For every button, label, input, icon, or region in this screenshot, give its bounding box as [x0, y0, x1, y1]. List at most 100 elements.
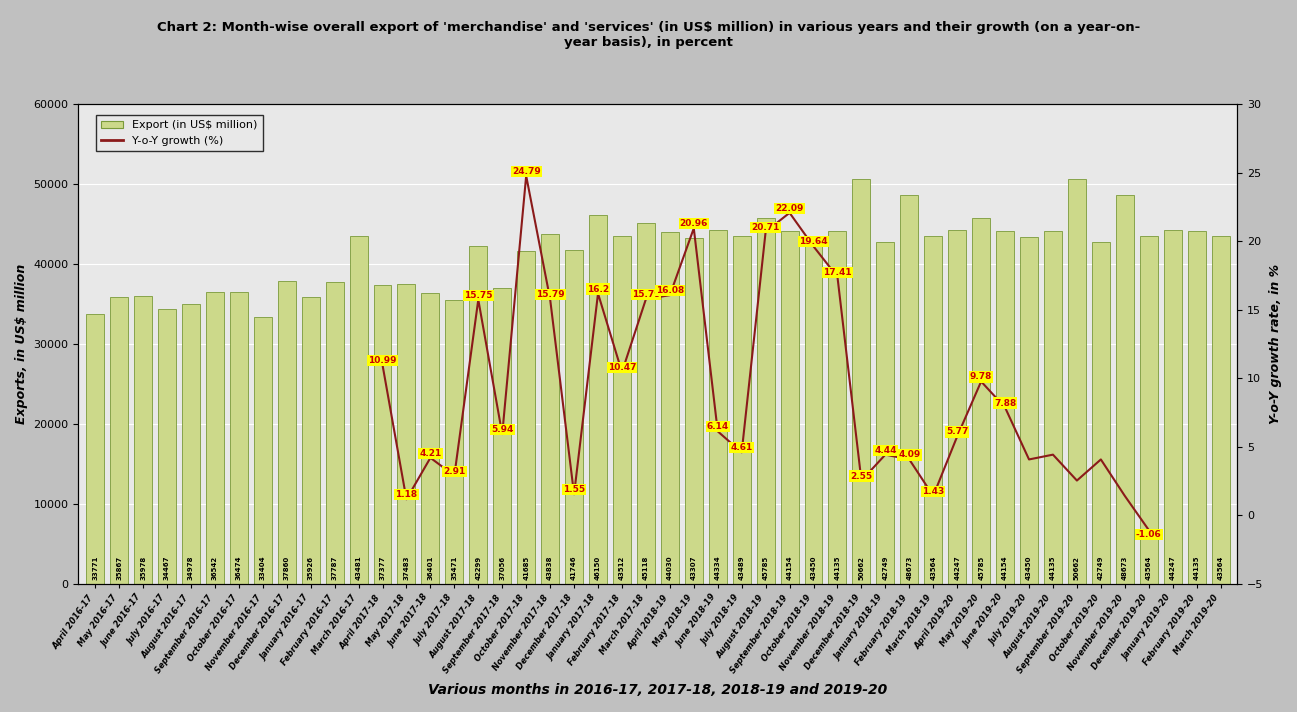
- Text: 45118: 45118: [643, 555, 648, 580]
- Bar: [781, 231, 799, 584]
- Text: 44247: 44247: [1170, 555, 1175, 580]
- Text: 35867: 35867: [117, 556, 122, 580]
- Text: 43481: 43481: [355, 555, 362, 580]
- Bar: [110, 298, 128, 584]
- Text: 37056: 37056: [499, 556, 506, 580]
- Bar: [422, 293, 440, 584]
- Bar: [1211, 236, 1230, 584]
- Bar: [1140, 236, 1158, 584]
- Bar: [1188, 231, 1206, 584]
- Text: 35471: 35471: [451, 555, 458, 580]
- Text: 4.61: 4.61: [730, 444, 752, 452]
- Text: 5.77: 5.77: [946, 427, 969, 436]
- Bar: [1067, 179, 1086, 584]
- Text: 22.09: 22.09: [776, 204, 804, 213]
- Text: 44030: 44030: [667, 555, 673, 580]
- Bar: [158, 308, 176, 584]
- Text: 43307: 43307: [691, 555, 696, 580]
- Text: 4.21: 4.21: [419, 449, 441, 458]
- Text: 43564: 43564: [1145, 555, 1152, 580]
- Text: 43564: 43564: [930, 555, 936, 580]
- Legend: Export (in US$ million), Y-o-Y growth (%): Export (in US$ million), Y-o-Y growth (%…: [96, 115, 263, 152]
- Text: 33771: 33771: [92, 555, 99, 580]
- Text: 36542: 36542: [211, 556, 218, 580]
- Bar: [685, 238, 703, 584]
- Text: 37377: 37377: [380, 555, 385, 580]
- Bar: [1163, 231, 1182, 584]
- Text: 43489: 43489: [739, 555, 744, 580]
- Bar: [804, 236, 822, 584]
- Text: 44247: 44247: [955, 555, 960, 580]
- Bar: [1092, 242, 1110, 584]
- Text: 10.47: 10.47: [608, 363, 637, 372]
- Text: 37860: 37860: [284, 556, 289, 580]
- Text: 46150: 46150: [595, 556, 601, 580]
- Bar: [877, 242, 895, 584]
- Text: 43838: 43838: [547, 555, 553, 580]
- Text: 1.18: 1.18: [396, 491, 418, 499]
- Text: 4.09: 4.09: [899, 451, 921, 459]
- Bar: [996, 231, 1014, 584]
- Text: 43512: 43512: [619, 556, 625, 580]
- Text: 50662: 50662: [859, 556, 864, 580]
- Text: 20.96: 20.96: [680, 219, 708, 229]
- Text: 24.79: 24.79: [512, 167, 541, 176]
- Text: Chart 2: Month-wise overall export of 'merchandise' and 'services' (in US$ milli: Chart 2: Month-wise overall export of 'm…: [157, 21, 1140, 49]
- Bar: [852, 179, 870, 584]
- Bar: [613, 236, 630, 584]
- Text: 45785: 45785: [763, 556, 769, 580]
- Bar: [230, 293, 248, 584]
- Text: 16.2: 16.2: [588, 285, 610, 293]
- Bar: [589, 215, 607, 584]
- Bar: [350, 236, 367, 584]
- Text: 16.08: 16.08: [656, 286, 684, 295]
- Text: 48673: 48673: [907, 555, 912, 580]
- Bar: [397, 284, 415, 584]
- Bar: [518, 251, 536, 584]
- Bar: [86, 314, 104, 584]
- Text: 41685: 41685: [523, 556, 529, 580]
- Bar: [1044, 231, 1062, 584]
- Y-axis label: Exports, in US$ million: Exports, in US$ million: [16, 264, 29, 424]
- Text: 37787: 37787: [332, 555, 337, 580]
- Bar: [829, 231, 847, 584]
- Text: 10.99: 10.99: [368, 356, 397, 365]
- Text: 44154: 44154: [1003, 555, 1008, 580]
- Text: 44135: 44135: [1051, 555, 1056, 580]
- Text: 15.79: 15.79: [632, 290, 660, 299]
- Text: 20.71: 20.71: [751, 223, 779, 231]
- Bar: [733, 236, 751, 584]
- Bar: [493, 288, 511, 584]
- Bar: [1019, 236, 1038, 584]
- Bar: [661, 232, 678, 584]
- Text: 34467: 34467: [163, 555, 170, 580]
- Bar: [708, 230, 726, 584]
- Text: 43564: 43564: [1218, 555, 1223, 580]
- Text: 35978: 35978: [140, 556, 147, 580]
- X-axis label: Various months in 2016-17, 2017-18, 2018-19 and 2019-20: Various months in 2016-17, 2017-18, 2018…: [428, 683, 887, 697]
- Text: 9.78: 9.78: [970, 372, 992, 382]
- Text: 44135: 44135: [1193, 555, 1200, 580]
- Bar: [182, 305, 200, 584]
- Text: 1.55: 1.55: [563, 486, 585, 494]
- Bar: [973, 218, 990, 584]
- Text: 17.41: 17.41: [824, 268, 852, 277]
- Text: 43450: 43450: [811, 555, 817, 580]
- Text: 7.88: 7.88: [994, 399, 1017, 407]
- Bar: [541, 234, 559, 584]
- Bar: [948, 231, 966, 584]
- Text: 35926: 35926: [307, 556, 314, 580]
- Text: 37483: 37483: [403, 555, 410, 580]
- Text: 48673: 48673: [1122, 555, 1128, 580]
- Text: 15.79: 15.79: [536, 290, 564, 299]
- Bar: [756, 218, 774, 584]
- Bar: [254, 317, 272, 584]
- Text: 36401: 36401: [428, 555, 433, 580]
- Bar: [206, 292, 224, 584]
- Bar: [278, 281, 296, 584]
- Text: 41746: 41746: [571, 555, 577, 580]
- Text: 44334: 44334: [715, 555, 721, 580]
- Text: 36474: 36474: [236, 555, 241, 580]
- Text: 42299: 42299: [475, 556, 481, 580]
- Text: 44154: 44154: [786, 555, 792, 580]
